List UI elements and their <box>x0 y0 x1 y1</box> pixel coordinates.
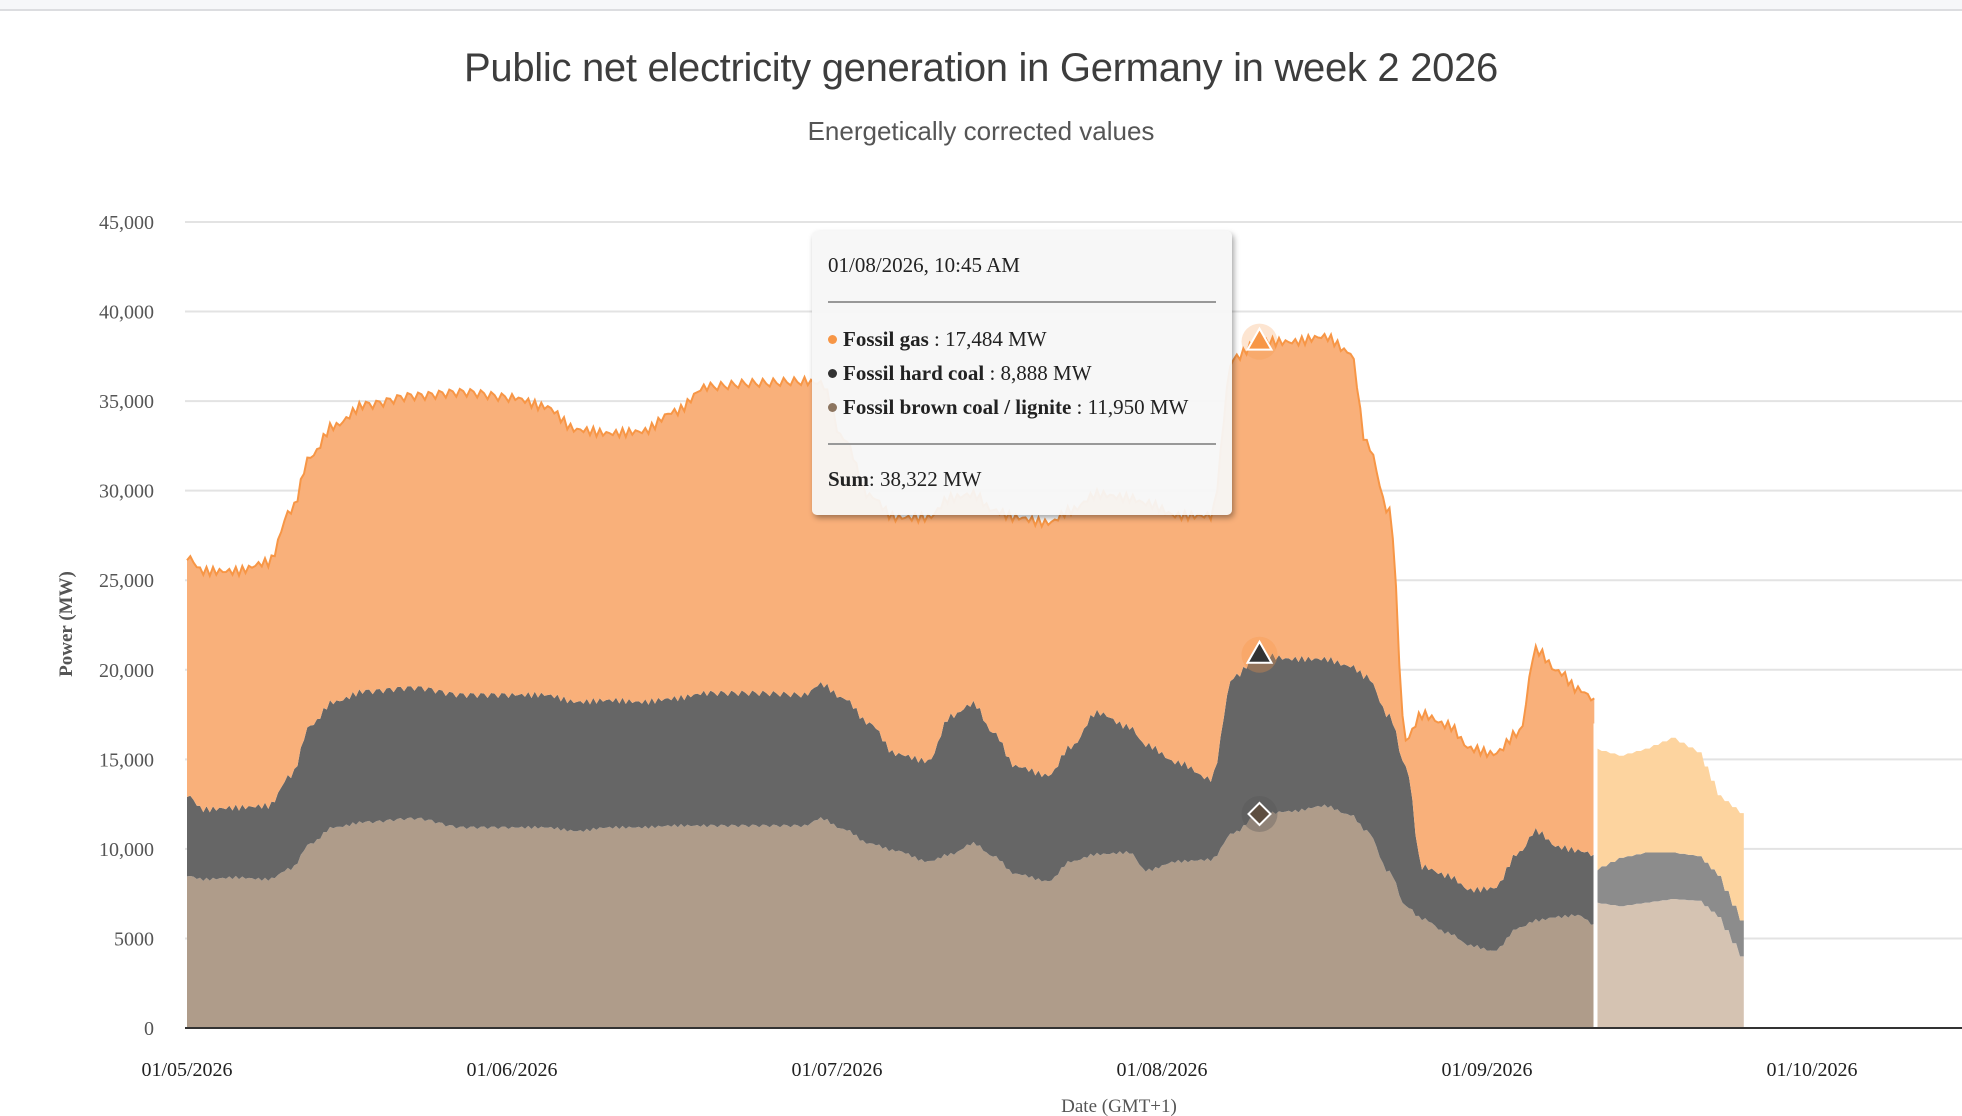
tooltip: 01/08/2026, 10:45 AM Fossil gas : 17,484… <box>812 231 1232 515</box>
tooltip-date: 01/08/2026, 10:45 AM <box>828 253 1020 277</box>
chart-title: Public net electricity generation in Ger… <box>464 46 1498 90</box>
tooltip-row-label: Fossil brown coal / lignite <box>843 395 1072 419</box>
y-tick-label: 25,000 <box>99 570 154 592</box>
x-axis-ticks: 01/05/2026 01/06/2026 01/07/2026 01/08/2026… <box>141 1059 1857 1081</box>
hard-coal-area[interactable] <box>187 652 1595 951</box>
tooltip-row-value: 17,484 MW <box>945 327 1047 351</box>
hard-coal-forecast-area[interactable] <box>1597 852 1744 957</box>
hover-markers <box>1241 323 1278 832</box>
tooltip-sum: Sum: 38,322 MW <box>828 467 982 491</box>
x-tick-label: 01/06/2026 <box>466 1059 557 1081</box>
y-axis-ticks: 0 5000 10,000 15,000 20,000 25,000 30,000 35,00… <box>99 212 154 1040</box>
tooltip-row-lignite: Fossil brown coal / lignite : 11,950 MW <box>828 395 1188 420</box>
lignite-dot-icon <box>828 403 837 412</box>
tooltip-divider <box>828 301 1216 303</box>
tooltip-row-gas: Fossil gas : 17,484 MW <box>828 327 1047 352</box>
x-axis-title: Date (GMT+1) <box>1061 1096 1177 1116</box>
gas-forecast-area[interactable] <box>1597 737 1744 921</box>
tooltip-row-value: 11,950 MW <box>1087 395 1189 419</box>
gas-dot-icon <box>828 335 837 344</box>
y-tick-label: 0 <box>144 1018 154 1040</box>
tooltip-row-label: Fossil hard coal <box>843 361 985 385</box>
tooltip-sum-value: 38,322 MW <box>879 467 982 491</box>
x-tick-label: 01/10/2026 <box>1766 1059 1857 1081</box>
lignite-forecast-area[interactable] <box>1597 899 1744 1028</box>
tooltip-sum-label: Sum <box>828 467 869 491</box>
top-bar <box>0 0 1962 11</box>
x-tick-label: 01/05/2026 <box>141 1059 232 1081</box>
lignite-marker-diamond-icon <box>1247 801 1272 827</box>
tooltip-row-hard-coal: Fossil hard coal : 8,888 MW <box>828 361 1092 386</box>
stacked-areas <box>186 331 1595 1029</box>
tooltip-row-label: Fossil gas <box>843 327 929 351</box>
y-tick-label: 35,000 <box>99 391 154 413</box>
y-axis-title: Power (MW) <box>56 571 77 677</box>
y-tick-label: 45,000 <box>99 212 154 234</box>
lignite-area[interactable] <box>187 804 1595 1029</box>
y-tick-label: 15,000 <box>99 749 154 771</box>
x-tick-label: 01/08/2026 <box>1116 1059 1207 1081</box>
x-tick-label: 01/07/2026 <box>791 1059 882 1081</box>
chart-subtitle: Energetically corrected values <box>807 116 1155 146</box>
forecast-areas <box>1593 723 1744 1028</box>
hard-coal-dot-icon <box>828 369 837 378</box>
gas-marker-triangle-icon <box>1245 326 1274 351</box>
y-tick-label: 10,000 <box>99 839 154 861</box>
tooltip-row-value: 8,888 MW <box>1000 361 1092 385</box>
y-tick-label: 20,000 <box>99 660 154 682</box>
y-tick-label: 30,000 <box>99 481 154 503</box>
hard-coal-marker-triangle-icon <box>1245 639 1274 664</box>
y-tick-label: 40,000 <box>99 302 154 324</box>
y-tick-label: 5000 <box>114 928 154 950</box>
gas-area[interactable] <box>187 334 1595 893</box>
tooltip-divider <box>828 443 1216 445</box>
x-tick-label: 01/09/2026 <box>1441 1059 1532 1081</box>
